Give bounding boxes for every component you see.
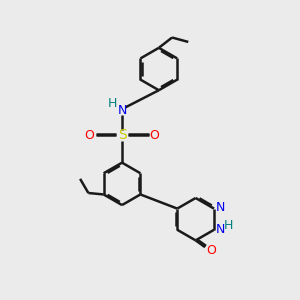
Text: O: O <box>206 244 216 257</box>
Text: N: N <box>216 201 225 214</box>
Text: O: O <box>149 129 159 142</box>
Text: O: O <box>85 129 94 142</box>
Text: N: N <box>216 223 225 236</box>
Text: S: S <box>118 128 126 142</box>
Text: H: H <box>108 97 117 110</box>
Text: H: H <box>224 219 233 232</box>
Text: N: N <box>117 104 127 117</box>
